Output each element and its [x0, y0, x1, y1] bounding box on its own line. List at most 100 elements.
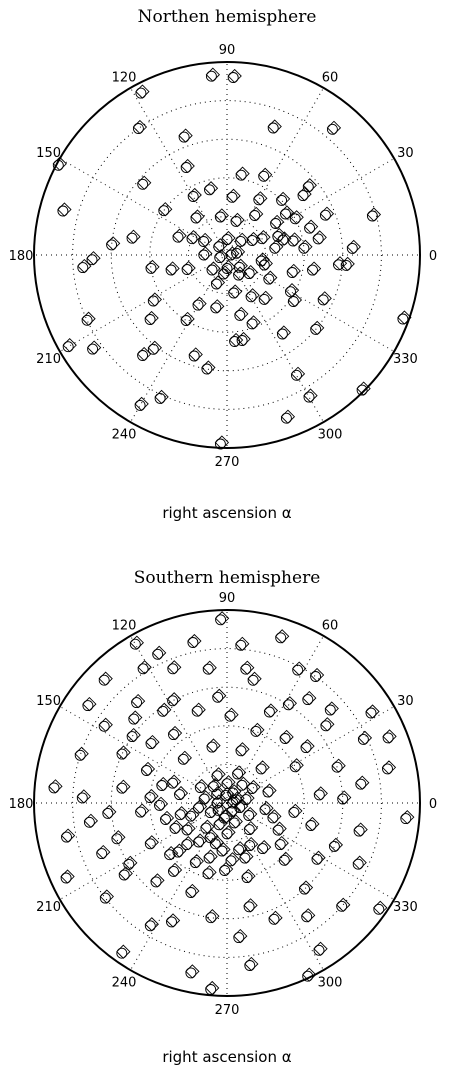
circle-marker	[366, 210, 378, 222]
diamond-marker	[191, 702, 206, 717]
data-point	[180, 311, 195, 327]
data-point	[185, 964, 200, 979]
x-axis-label: right ascension α	[162, 1048, 291, 1066]
circle-marker	[400, 813, 412, 825]
angle-tick-label: 150	[36, 146, 61, 161]
diamond-marker	[365, 704, 380, 719]
data-point	[218, 265, 233, 280]
diamond-marker	[353, 822, 368, 837]
diamond-marker	[317, 291, 332, 306]
diamond-marker	[135, 84, 150, 99]
diamond-marker	[258, 167, 273, 182]
diamond-marker	[279, 729, 294, 745]
data-point	[245, 288, 260, 303]
diamond-marker	[298, 880, 314, 895]
data-point	[158, 202, 173, 217]
data-point	[249, 206, 264, 222]
diamond-marker	[140, 761, 156, 777]
circle-marker	[302, 694, 314, 706]
data-point	[166, 774, 182, 789]
diamond-marker	[200, 819, 215, 834]
data-point	[243, 264, 258, 280]
diamond-marker	[174, 806, 189, 821]
diamond-marker	[258, 256, 273, 271]
data-point	[152, 645, 167, 660]
circle-marker	[215, 614, 227, 626]
diamond-marker	[167, 862, 183, 878]
data-point	[302, 690, 317, 706]
angle-tick-label: 60	[322, 71, 339, 86]
circle-marker	[240, 794, 252, 806]
diamond-marker	[145, 734, 160, 750]
diamond-marker	[130, 693, 146, 709]
circle-marker	[313, 944, 325, 956]
radial-gridline	[149, 725, 305, 881]
diamond-marker	[211, 767, 226, 782]
diamond-marker	[272, 821, 287, 836]
data-point	[292, 661, 307, 676]
angle-tick-label: 210	[36, 900, 61, 915]
diamond-marker	[306, 261, 322, 276]
diamond-marker	[173, 785, 189, 801]
data-point	[288, 803, 303, 819]
data-point	[305, 816, 320, 832]
data-point	[356, 381, 371, 396]
data-point	[256, 230, 271, 245]
data-point	[154, 389, 169, 405]
data-point	[116, 944, 131, 959]
circle-marker	[232, 768, 244, 780]
data-point	[145, 259, 160, 275]
angle-tick-label: 90	[219, 591, 236, 606]
data-point	[173, 785, 189, 801]
data-point	[268, 910, 283, 925]
diamond-marker	[216, 842, 231, 857]
diamond-marker	[235, 166, 250, 181]
data-point	[178, 128, 193, 143]
diamond-marker	[263, 703, 279, 718]
data-point	[340, 256, 355, 272]
data-point	[228, 332, 244, 348]
data-point	[165, 913, 181, 928]
diamond-marker	[287, 292, 303, 308]
data-point	[301, 908, 316, 923]
data-point	[187, 187, 202, 203]
data-point	[219, 861, 234, 877]
data-point	[172, 228, 187, 243]
circle-marker	[311, 853, 323, 865]
diamond-marker	[289, 758, 304, 773]
diamond-marker	[245, 288, 260, 303]
data-point	[287, 232, 302, 247]
circle-marker	[209, 838, 221, 850]
data-point	[326, 120, 342, 135]
diamond-marker	[111, 830, 126, 845]
data-point	[381, 760, 397, 775]
circle-marker	[274, 839, 286, 851]
circle-marker	[221, 263, 233, 274]
diamond-marker	[300, 739, 315, 754]
data-point	[134, 803, 150, 818]
diamond-marker	[221, 230, 236, 246]
circle-marker	[76, 792, 88, 804]
diamond-marker	[152, 645, 167, 660]
diamond-marker	[309, 667, 325, 683]
circle-marker	[118, 869, 130, 881]
diamond-marker	[235, 742, 250, 757]
data-point	[123, 855, 138, 871]
circle-marker	[204, 184, 215, 196]
diamond-marker	[234, 798, 249, 814]
circle-marker	[230, 215, 242, 227]
diamond-marker	[147, 292, 162, 307]
diamond-marker	[188, 347, 203, 362]
angular-gridline	[226, 802, 324, 971]
diamond-marker	[165, 261, 180, 276]
diamond-marker	[221, 775, 236, 790]
data-point	[190, 209, 205, 224]
circle-marker	[353, 825, 365, 837]
circle-marker	[262, 786, 274, 798]
data-point	[243, 820, 258, 836]
diamond-marker	[224, 707, 239, 722]
circle-marker	[240, 663, 252, 675]
data-point	[111, 830, 126, 845]
diamond-marker	[256, 230, 271, 245]
data-point	[214, 249, 229, 264]
